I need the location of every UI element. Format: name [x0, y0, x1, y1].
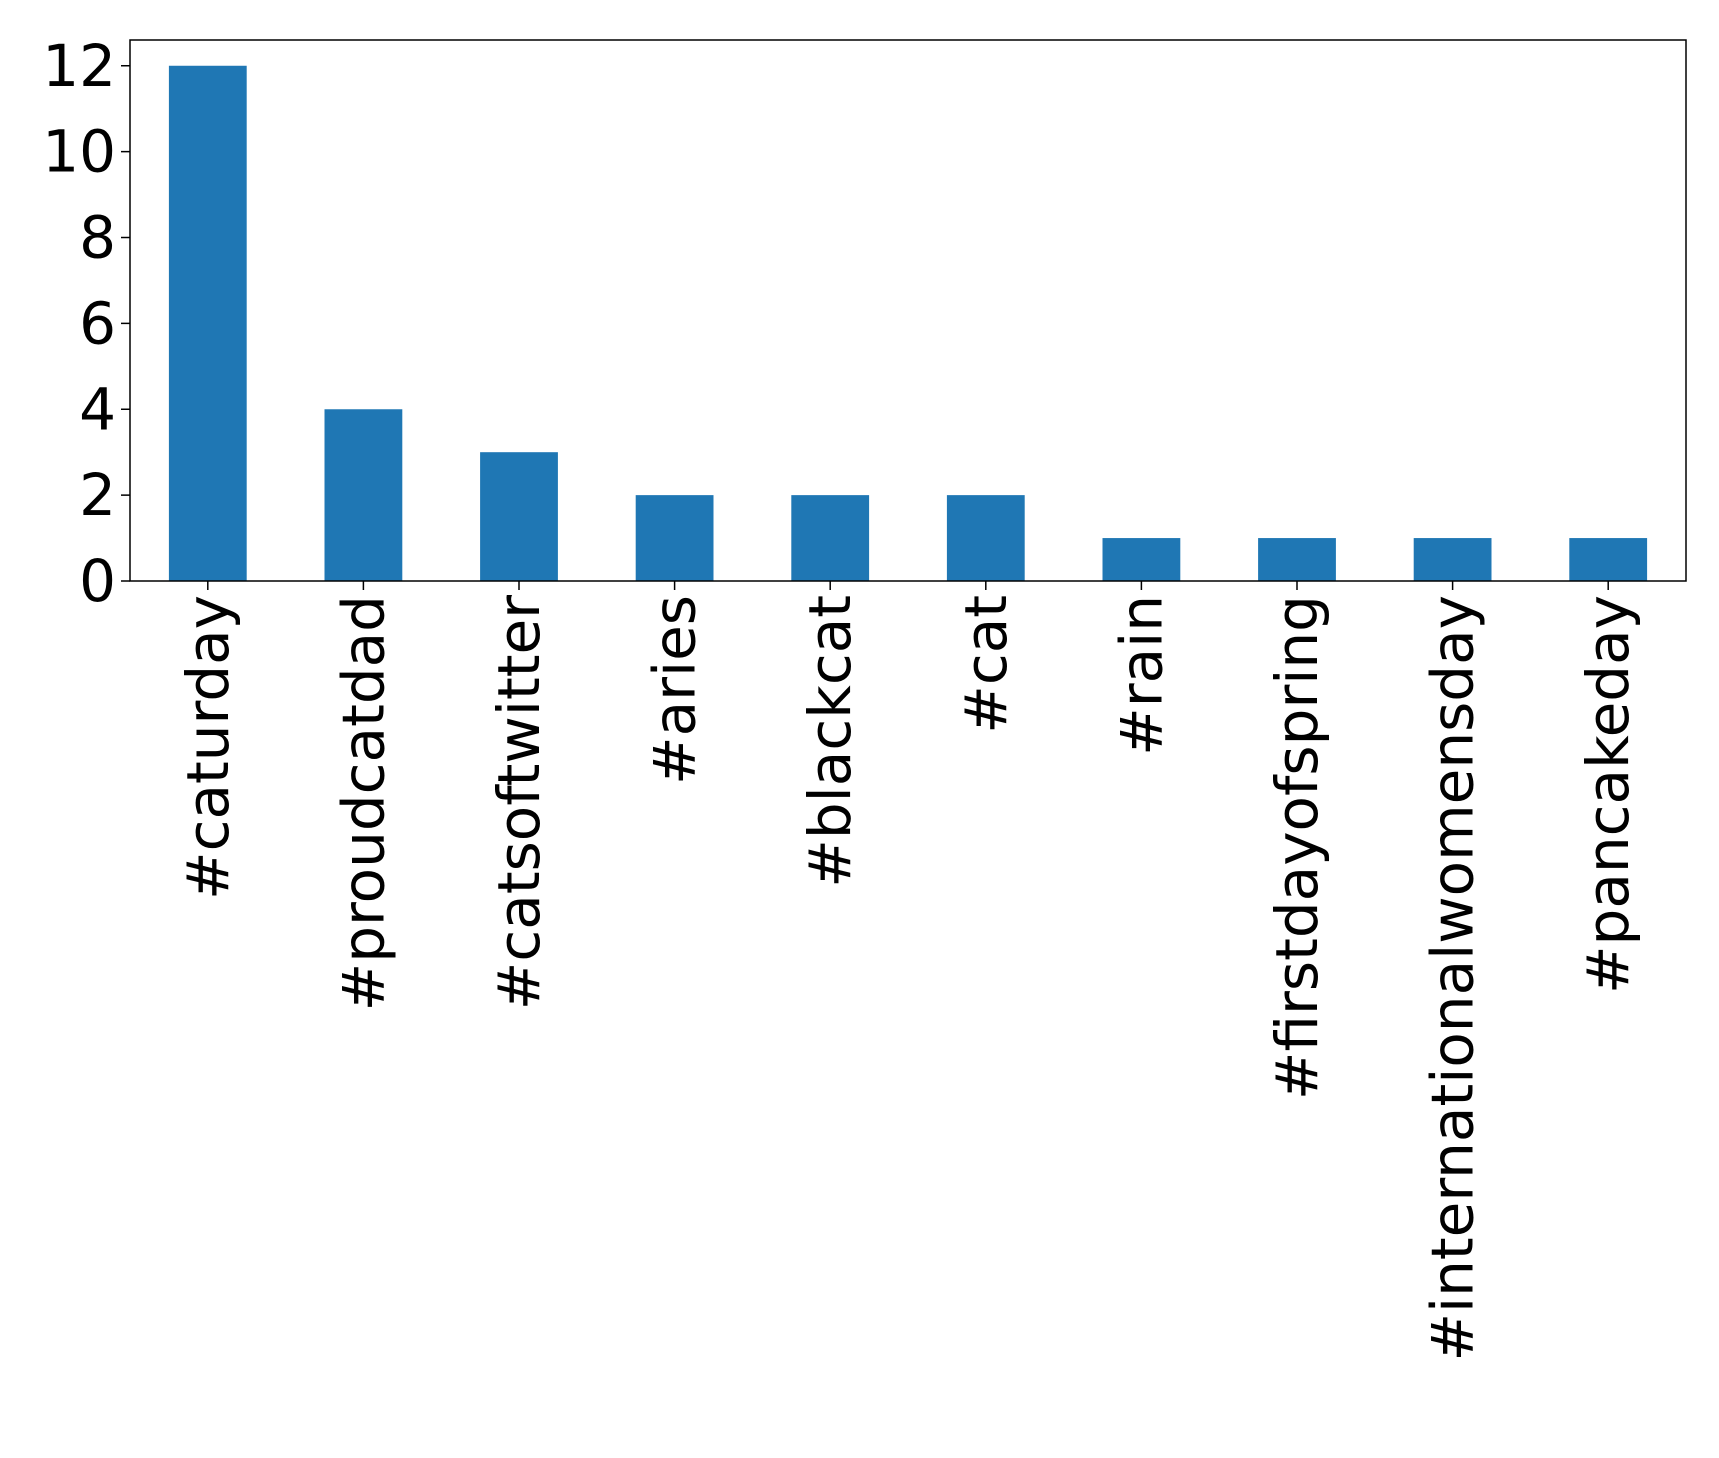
bar-caturday	[168, 65, 247, 581]
y-tick-label: 2	[79, 461, 116, 529]
y-tick-label: 6	[79, 289, 116, 357]
x-tick-label: #pancakeday	[1574, 595, 1642, 994]
bar-proudcatdad	[324, 409, 403, 581]
bar-catsoftwitter	[480, 452, 558, 581]
x-tick-label: #aries	[641, 595, 709, 785]
x-tick-label: #catsoftwitter	[485, 595, 553, 1010]
bar-rain	[1102, 538, 1181, 581]
x-tick-label: #blackcat	[796, 595, 864, 888]
x-tick-label: #proudcatdad	[329, 595, 397, 1011]
bar-aries	[635, 495, 714, 581]
bars-group	[168, 65, 1648, 581]
x-tick-label: #firstdayofspring	[1263, 595, 1331, 1100]
x-tick-label: #cat	[952, 595, 1020, 734]
bar-blackcat	[791, 495, 870, 581]
bar-pancakeday	[1569, 538, 1648, 581]
y-axis: 0 2 4 6 8 10 12	[42, 32, 130, 615]
y-tick-label: 10	[42, 118, 116, 186]
plot-frame	[129, 39, 1687, 582]
y-tick-label: 4	[79, 375, 116, 443]
y-tick-label: 12	[42, 32, 116, 100]
x-tick-label: #caturday	[174, 595, 242, 900]
bar-cat	[946, 495, 1025, 581]
x-tick-label: #internationalwomensday	[1419, 595, 1487, 1362]
x-axis: #caturday #proudcatdad #catsoftwitter #arie…	[174, 581, 1642, 1362]
bar-internationalwomensday	[1413, 538, 1492, 581]
bar-firstdayofspring	[1258, 538, 1336, 581]
y-tick-label: 8	[79, 204, 116, 272]
x-tick-label: #rain	[1107, 595, 1175, 756]
y-tick-label: 0	[79, 547, 116, 615]
